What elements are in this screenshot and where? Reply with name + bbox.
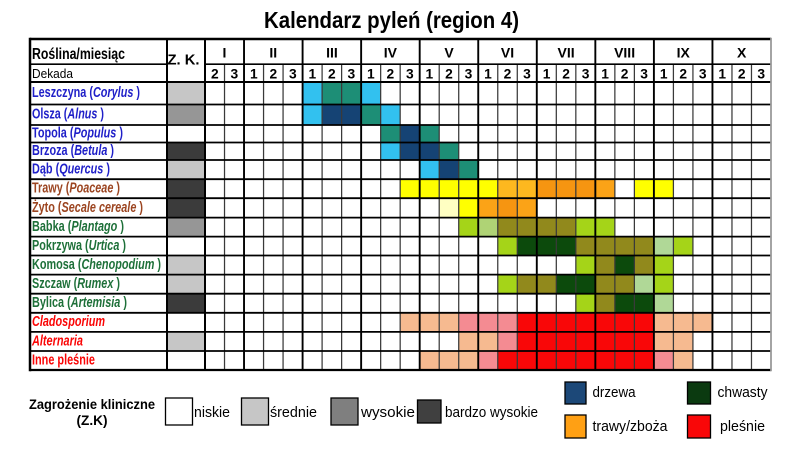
- svg-text:Inne pleśnie: Inne pleśnie: [32, 352, 95, 368]
- svg-text:1: 1: [484, 67, 492, 82]
- svg-text:bardzo wysokie: bardzo wysokie: [445, 404, 538, 421]
- svg-text:3: 3: [289, 67, 297, 82]
- svg-text:X: X: [737, 45, 747, 61]
- svg-text:Zagrożenie kliniczne: Zagrożenie kliniczne: [29, 396, 155, 412]
- svg-text:VII: VII: [558, 45, 575, 61]
- svg-text:V: V: [444, 45, 454, 61]
- svg-text:Olsza (Alnus ): Olsza (Alnus ): [32, 107, 104, 123]
- svg-text:Roślina/miesiąc: Roślina/miesiąc: [32, 46, 125, 63]
- svg-text:2: 2: [328, 67, 336, 82]
- svg-text:Topola (Populus ): Topola (Populus ): [32, 126, 123, 142]
- svg-text:1: 1: [718, 67, 726, 82]
- svg-text:1: 1: [250, 67, 258, 82]
- svg-text:3: 3: [699, 67, 707, 82]
- svg-text:3: 3: [523, 67, 531, 82]
- svg-text:3: 3: [582, 67, 590, 82]
- svg-text:Żyto (Secale cereale ): Żyto (Secale cereale ): [32, 199, 143, 216]
- svg-text:3: 3: [465, 67, 473, 82]
- svg-text:Bylica (Artemisia ): Bylica (Artemisia ): [32, 295, 127, 311]
- svg-text:IV: IV: [384, 45, 398, 61]
- svg-text:2: 2: [387, 67, 395, 82]
- svg-text:pleśnie: pleśnie: [720, 418, 765, 435]
- svg-text:Z. K.: Z. K.: [168, 52, 200, 69]
- svg-text:2: 2: [621, 67, 629, 82]
- svg-text:wysokie: wysokie: [360, 404, 415, 421]
- svg-text:2: 2: [504, 67, 512, 82]
- svg-text:Brzoza (Betula ): Brzoza (Betula ): [32, 143, 114, 159]
- svg-text:1: 1: [426, 67, 434, 82]
- svg-text:1: 1: [601, 67, 609, 82]
- svg-text:Trawy (Poaceae ): Trawy (Poaceae ): [32, 181, 120, 197]
- svg-text:3: 3: [640, 67, 648, 82]
- svg-text:VI: VI: [501, 45, 514, 61]
- svg-text:VIII: VIII: [614, 45, 635, 61]
- svg-text:1: 1: [367, 67, 375, 82]
- svg-text:3: 3: [757, 67, 765, 82]
- svg-text:3: 3: [406, 67, 414, 82]
- svg-text:Dekada: Dekada: [32, 66, 74, 81]
- svg-text:Cladosporium: Cladosporium: [32, 314, 105, 330]
- svg-text:1: 1: [660, 67, 668, 82]
- svg-text:średnie: średnie: [270, 404, 317, 421]
- svg-text:niskie: niskie: [194, 404, 230, 421]
- svg-text:2: 2: [445, 67, 453, 82]
- svg-text:trawy/zboża: trawy/zboża: [593, 418, 669, 435]
- svg-text:III: III: [326, 45, 338, 61]
- svg-text:Leszczyna (Corylus ): Leszczyna (Corylus ): [32, 85, 140, 101]
- svg-text:3: 3: [348, 67, 356, 82]
- svg-text:1: 1: [543, 67, 551, 82]
- svg-text:2: 2: [211, 67, 219, 82]
- svg-text:(Z.K): (Z.K): [77, 412, 108, 428]
- svg-text:1: 1: [308, 67, 316, 82]
- svg-text:Dąb (Quercus ): Dąb (Quercus ): [32, 162, 110, 178]
- svg-text:2: 2: [738, 67, 746, 82]
- svg-text:3: 3: [230, 67, 238, 82]
- svg-text:Pokrzywa (Urtica ): Pokrzywa (Urtica ): [32, 238, 126, 254]
- svg-text:2: 2: [679, 67, 687, 82]
- svg-text:Szczaw (Rumex ): Szczaw (Rumex ): [32, 276, 120, 292]
- svg-text:2: 2: [562, 67, 570, 82]
- svg-text:drzewa: drzewa: [593, 384, 637, 401]
- svg-text:Komosa (Chenopodium ): Komosa (Chenopodium ): [32, 257, 161, 273]
- svg-text:II: II: [269, 45, 277, 61]
- svg-text:chwasty: chwasty: [718, 384, 768, 401]
- svg-text:IX: IX: [677, 45, 691, 61]
- svg-text:Kalendarz pyleń (region 4): Kalendarz pyleń (region 4): [264, 7, 519, 33]
- svg-text:Babka (Plantago ): Babka (Plantago ): [32, 219, 124, 235]
- svg-text:I: I: [223, 45, 227, 61]
- svg-text:Alternaria: Alternaria: [31, 333, 83, 349]
- svg-text:2: 2: [269, 67, 277, 82]
